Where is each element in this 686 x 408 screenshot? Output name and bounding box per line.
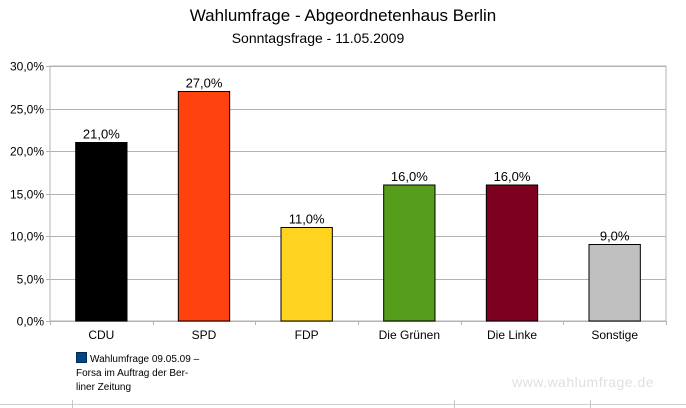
footer-tick xyxy=(454,400,455,408)
legend: Wahlumfrage 09.05.09 – Forsa im Auftrag … xyxy=(76,352,236,395)
bar-2 xyxy=(280,227,333,322)
legend-swatch xyxy=(76,352,87,363)
y-tick-label: 20,0% xyxy=(10,145,44,159)
y-tick-label: 10,0% xyxy=(10,230,44,244)
bar-1 xyxy=(177,91,231,322)
footer-tick xyxy=(590,400,591,408)
x-tick-label: Sonstige xyxy=(591,328,638,342)
data-label: 16,0% xyxy=(391,169,428,184)
watermark: www.wahlumfrage.de xyxy=(512,374,655,390)
x-tick-label: Die Linke xyxy=(487,328,537,342)
bar-5 xyxy=(588,244,641,322)
bar-3 xyxy=(383,184,436,322)
data-label: 16,0% xyxy=(494,169,531,184)
data-label: 11,0% xyxy=(289,212,325,227)
legend-label: Wahlumfrage 09.05.09 – Forsa im Auftrag … xyxy=(76,354,200,393)
chart-subtitle: Sonntagsfrage - 11.05.2009 xyxy=(231,30,405,46)
data-label: 21,0% xyxy=(83,127,120,142)
plot-frame xyxy=(49,65,667,322)
x-tick-label: Die Grünen xyxy=(379,328,440,342)
y-tick-label: 25,0% xyxy=(10,103,44,117)
footer-divider xyxy=(0,404,686,405)
y-tick-label: 30,0% xyxy=(10,60,44,74)
y-tick-label: 0,0% xyxy=(17,315,45,329)
y-tick-label: 15,0% xyxy=(10,188,44,202)
data-label: 27,0% xyxy=(186,76,223,91)
x-tick-label: CDU xyxy=(88,328,114,342)
x-tick-label: FDP xyxy=(295,328,319,342)
data-label: 9,0% xyxy=(600,229,630,244)
bar-4 xyxy=(485,184,539,322)
bar-0 xyxy=(75,142,128,322)
x-tick-label: SPD xyxy=(192,328,217,342)
footer-tick xyxy=(72,400,73,408)
chart-title: Wahlumfrage - Abgeordnetenhaus Berlin xyxy=(189,6,497,25)
y-tick-label: 5,0% xyxy=(17,273,45,287)
